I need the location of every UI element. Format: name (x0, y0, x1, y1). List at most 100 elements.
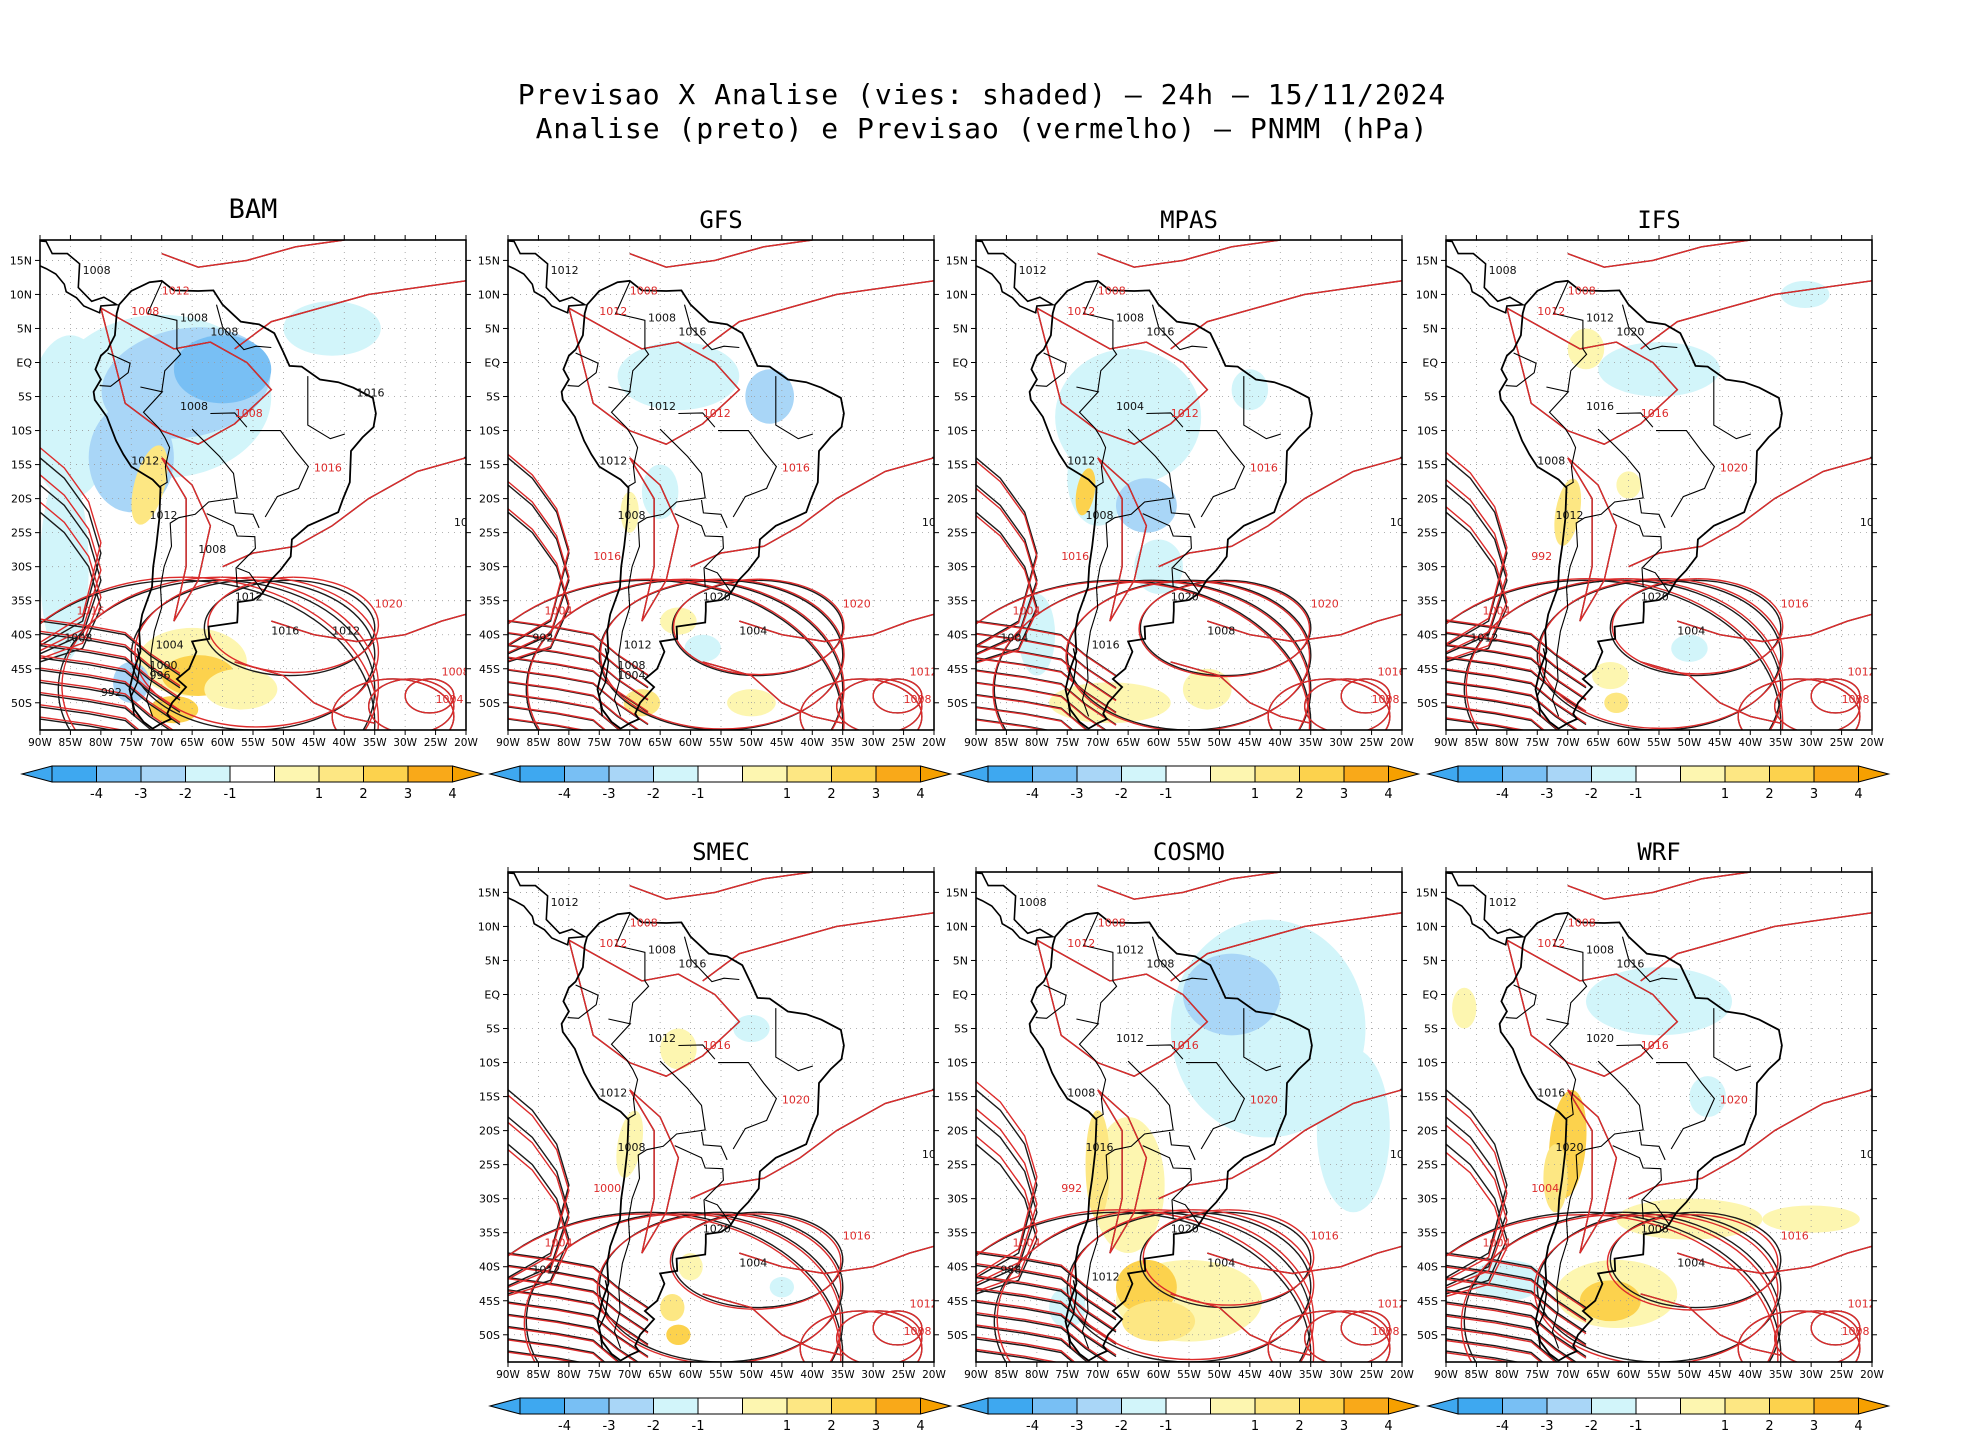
lat-tick-label: 10S (947, 1057, 968, 1070)
country-border (236, 567, 264, 593)
country-border (1551, 1060, 1644, 1349)
country-border (1612, 513, 1662, 588)
country-border (567, 984, 599, 1019)
country-border (567, 352, 599, 387)
coastline-central-america (508, 872, 588, 946)
contour-label-analysis: 1008 (922, 1148, 950, 1161)
lon-tick-label: 45W (770, 737, 794, 749)
lon-tick-label: 55W (709, 737, 733, 749)
contour-label-analysis: 992 (101, 686, 122, 699)
contour-label-forecast: 1016 (77, 604, 105, 617)
bias-patch (616, 1110, 644, 1178)
lat-tick-label: 30S (1417, 561, 1438, 574)
contour-label-forecast: 1016 (1061, 550, 1089, 563)
country-border (704, 1199, 732, 1225)
lon-tick-label: 50W (740, 1369, 764, 1381)
lon-tick-label: 35W (363, 737, 387, 749)
lat-tick-label: EQ (952, 357, 968, 370)
country-border (1146, 1044, 1184, 1060)
lat-tick-label: 20S (479, 1125, 500, 1138)
colorbar-segment (697, 1397, 743, 1415)
lat-tick-label: 15S (11, 459, 32, 472)
lat-tick-label: 45S (479, 1295, 500, 1308)
country-border (775, 1008, 814, 1072)
contour-label-analysis: 1020 (1641, 591, 1669, 604)
colorbar-label: -4 (1496, 1419, 1509, 1434)
lat-tick-label: 10N (946, 288, 968, 301)
lat-tick-label: 15N (946, 886, 968, 899)
contour-label-analysis: 1016 (463, 455, 491, 468)
coastline-central-america (40, 240, 120, 314)
contour-label-analysis: 1008 (1860, 516, 1888, 529)
lon-tick-label: 35W (1299, 737, 1323, 749)
lon-tick-label: 85W (995, 1369, 1019, 1381)
lon-tick-label: 50W (272, 737, 296, 749)
country-border (674, 513, 724, 588)
country-border (700, 499, 728, 529)
colorbar-segment (1680, 1397, 1726, 1415)
coastline-south-america (1028, 279, 1313, 730)
lon-tick-label: 45W (302, 737, 326, 749)
contour-label-analysis: 1012 (1092, 1270, 1120, 1283)
country-border (1081, 1060, 1174, 1349)
lat-tick-label: EQ (16, 357, 32, 370)
lon-tick-label: 80W (1025, 737, 1049, 749)
colorbar-label: -4 (1026, 1419, 1039, 1434)
lat-tick-label: 25S (479, 1159, 500, 1172)
lat-tick-label: 10N (1416, 920, 1438, 933)
lon-tick-label: 35W (1299, 1369, 1323, 1381)
lat-tick-label: 15N (1416, 886, 1438, 899)
contour-label-forecast: 1008 (630, 916, 658, 929)
colorbar-segment (875, 1397, 921, 1415)
contour-label-analysis: 1012 (599, 1087, 627, 1100)
contour-label-analysis: 1008 (618, 509, 646, 522)
colorbar-label: -4 (558, 787, 571, 802)
colorbar-segment (1457, 1397, 1503, 1415)
colorbar-segment (1635, 1397, 1681, 1415)
lon-tick-label: 60W (1617, 1369, 1641, 1381)
lat-tick-label: 15N (478, 886, 500, 899)
colorbar-segment (1165, 765, 1211, 783)
lon-tick-label: 60W (1147, 737, 1171, 749)
bias-patch (745, 369, 795, 424)
lon-tick-label: 55W (1647, 1369, 1671, 1381)
lon-tick-label: 85W (527, 1369, 551, 1381)
colorbar-label: 1 (315, 787, 323, 802)
contour-label-forecast: 1016 (314, 461, 342, 474)
lon-tick-label: 50W (740, 737, 764, 749)
country-border (683, 936, 740, 983)
contour-label-analysis: 1012 (235, 591, 263, 604)
contour-label-analysis: 1008 (1086, 509, 1114, 522)
lon-tick-label: 70W (618, 737, 642, 749)
country-border (1186, 430, 1246, 518)
contour-label-analysis: 1012 (551, 264, 579, 277)
map-svg-mpas: 1012100810121008100410161020101610121008… (946, 235, 1421, 802)
bias-patch (173, 335, 272, 404)
contour-label-analysis: 1004 (1116, 400, 1144, 413)
country-border (1546, 386, 1577, 488)
colorbar-label: -4 (558, 1419, 571, 1434)
contour-label-analysis: 996 (150, 669, 171, 682)
colorbar-segment (1254, 1397, 1300, 1415)
lat-tick-label: 30S (947, 1193, 968, 1206)
lat-tick-label: 25S (947, 1159, 968, 1172)
lon-tick-label: 80W (557, 737, 581, 749)
lon-tick-label: 60W (679, 737, 703, 749)
lat-tick-label: 20S (1417, 1125, 1438, 1138)
country-border (1552, 280, 1588, 392)
lon-tick-label: 30W (393, 737, 417, 749)
colorbar-segment (1299, 765, 1345, 783)
lat-tick-label: 20S (947, 493, 968, 506)
colorbar-label: -3 (1541, 787, 1554, 802)
lon-tick-label: 70W (1086, 1369, 1110, 1381)
lon-tick-label: 75W (587, 1369, 611, 1381)
colorbar-label: 1 (783, 787, 791, 802)
contour-label-forecast: 1012 (910, 1298, 938, 1311)
contour-label-analysis: 1016 (678, 325, 706, 338)
colorbar-segment (1813, 765, 1859, 783)
country-border (206, 513, 256, 588)
contour-label-analysis: 1004 (1207, 1257, 1235, 1270)
bias-patch (1616, 1198, 1763, 1240)
lat-tick-label: 15S (479, 1091, 500, 1104)
bias-patch (1780, 280, 1830, 309)
